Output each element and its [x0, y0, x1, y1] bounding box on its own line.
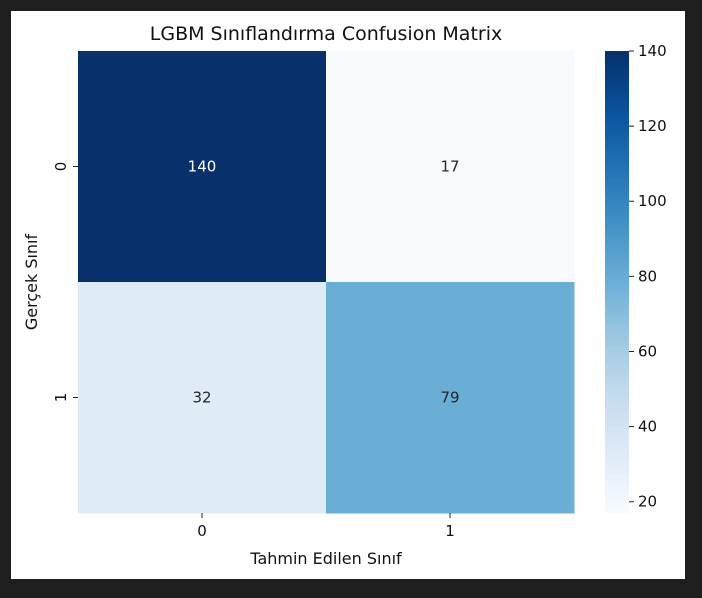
- heatmap-cells: 140 17 32 79: [78, 51, 575, 514]
- heatmap-cell-0-0: [78, 51, 327, 283]
- x-axis-label: Tahmin Edilen Sınıf: [249, 549, 402, 568]
- colorbar-gradient: [605, 51, 629, 513]
- y-axis-ticks: 01: [52, 162, 78, 403]
- figure: LGBM Sınıflandırma Confusion Matrix 140 1…: [11, 11, 685, 579]
- heatmap-cell-1-1: [326, 282, 575, 514]
- x-tick-label: 1: [445, 522, 455, 540]
- colorbar-tick-label: 20: [638, 493, 657, 511]
- colorbar-tick-label: 60: [638, 342, 657, 360]
- colorbar-tick-label: 140: [638, 42, 667, 60]
- heatmap-cell-0-1: [326, 51, 575, 283]
- y-axis-label: Gerçek Sınıf: [22, 233, 41, 330]
- cell-label-1-0: 32: [192, 389, 211, 407]
- colorbar-tick-label: 40: [638, 418, 657, 436]
- cell-label-1-1: 79: [440, 389, 459, 407]
- cell-label-0-1: 17: [440, 158, 459, 176]
- confusion-matrix-chart: LGBM Sınıflandırma Confusion Matrix 140 1…: [22, 23, 667, 568]
- colorbar: 20 40 60 80 100 120 140: [605, 42, 667, 513]
- chart-title: LGBM Sınıflandırma Confusion Matrix: [150, 23, 502, 45]
- x-tick-label: 0: [197, 522, 207, 540]
- heatmap-cell-1-0: [78, 282, 327, 514]
- cell-label-0-0: 140: [188, 158, 217, 176]
- colorbar-tick-label: 100: [638, 192, 667, 210]
- y-tick-label: 1: [52, 393, 70, 403]
- colorbar-tick-label: 120: [638, 117, 667, 135]
- colorbar-tick-label: 80: [638, 267, 657, 285]
- y-tick-label: 0: [52, 162, 70, 172]
